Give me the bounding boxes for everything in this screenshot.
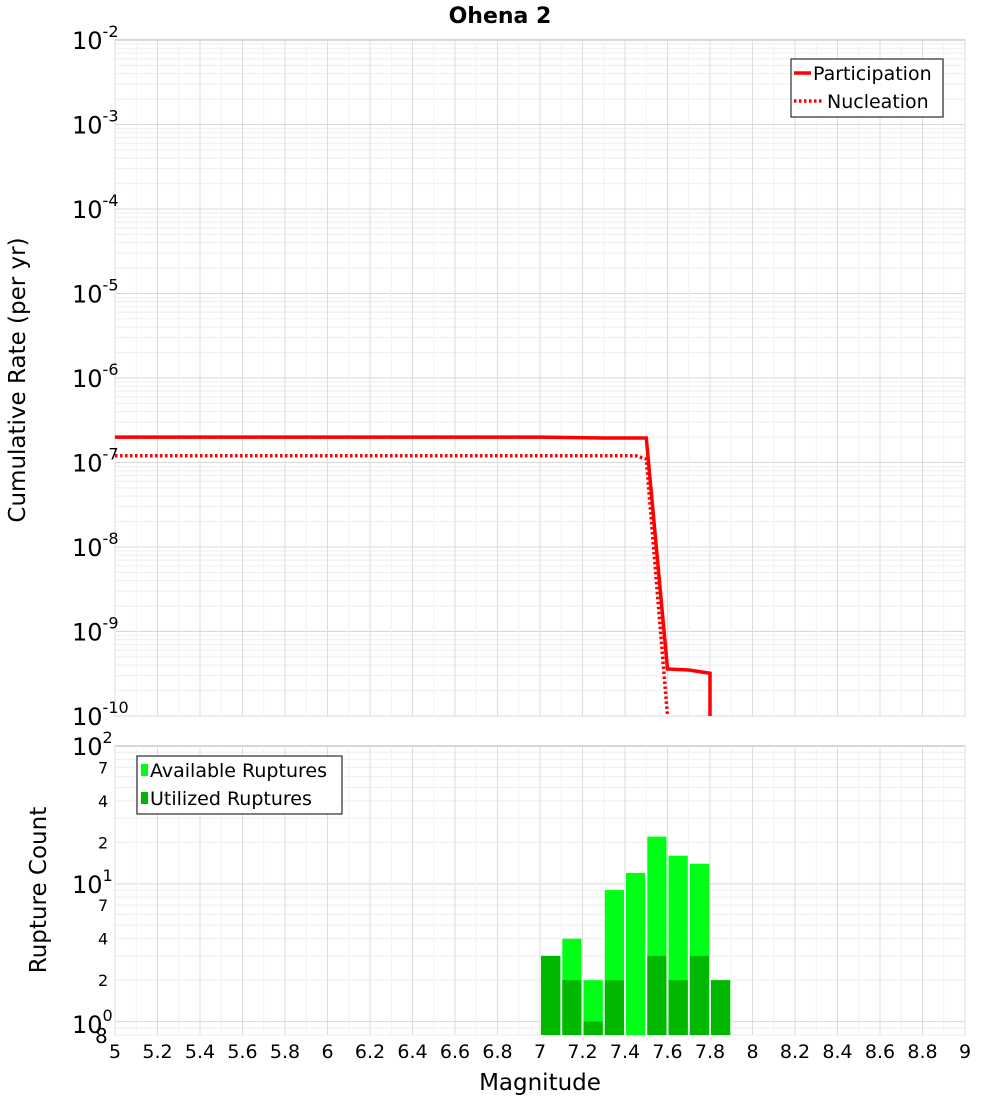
x-tick-label: 6.2: [355, 1041, 385, 1063]
count-y-minor-tick-label: 2: [98, 971, 108, 990]
x-tick-label: 6.6: [440, 1041, 470, 1063]
x-tick-label: 8.4: [822, 1041, 852, 1063]
rate-y-tick-label: 10-3: [72, 107, 119, 140]
count-y-minor-tick-label: 4: [98, 930, 108, 949]
x-tick-label: 5: [109, 1041, 121, 1063]
rate-y-tick-label: 10-7: [72, 445, 119, 478]
count-grid: [114, 746, 966, 1036]
x-tick-label: 5.8: [270, 1041, 300, 1063]
x-tick-label: 8.6: [865, 1041, 895, 1063]
x-tick-labels: 5 5.2 5.4 5.6 5.8 6 6.2 6.4 6.6 6.8 7 7.2 7.4 7.6 7.8 8…: [109, 1041, 971, 1063]
x-tick-label: 7.6: [652, 1041, 682, 1063]
bar-utilized: [689, 955, 710, 1035]
legend-swatch-utilized: [141, 792, 148, 804]
rate-y-axis-label: Cumulative Rate (per yr): [5, 237, 31, 522]
count-y-axis-label: Rupture Count: [26, 807, 52, 973]
x-tick-label: 6.8: [482, 1041, 512, 1063]
rate-y-tick-label: 10-10: [72, 698, 129, 731]
bar-utilized: [711, 980, 731, 1035]
rate-series: [115, 435, 712, 717]
rate-y-tick-label: 10-2: [72, 22, 119, 55]
x-axis-label: Magnitude: [479, 1070, 601, 1096]
bar-utilized: [647, 955, 667, 1035]
count-legend-box: [136, 755, 343, 815]
legend-label-participation: Participation: [813, 63, 932, 85]
rate-y-tick-label: 10-6: [72, 360, 119, 393]
bar-utilized: [668, 980, 688, 1035]
rate-y-tick-label: 10-9: [72, 614, 119, 647]
count-legend: Available Ruptures Utilized Ruptures: [136, 755, 343, 815]
x-tick-label: 5.4: [185, 1041, 215, 1063]
count-y-tick-label: 100: [72, 1006, 113, 1039]
rate-legend: Participation Nucleation: [790, 58, 944, 118]
rate-y-tick-label: 10-5: [72, 276, 119, 309]
count-y-minor-tick-label: 4: [98, 792, 108, 811]
count-y-tick-label: 102: [72, 728, 113, 761]
count-y-minor-tick-label: 7: [98, 758, 108, 777]
bar-available: [626, 872, 646, 1035]
count-y-minor-tick-label: 2: [98, 833, 108, 852]
legend-label-available: Available Ruptures: [150, 760, 327, 782]
x-tick-label: 7: [534, 1041, 546, 1063]
series-line-participation: [115, 435, 712, 716]
legend-swatch-available: [141, 764, 148, 776]
rate-legend-box: [790, 58, 944, 118]
x-tick-label: 8: [746, 1041, 758, 1063]
x-tick-label: 5.2: [142, 1041, 172, 1063]
x-tick-label: 8.2: [780, 1041, 810, 1063]
rate-grid: [114, 40, 966, 717]
x-tick-label: 6: [321, 1041, 333, 1063]
bar-utilized: [541, 955, 561, 1035]
x-tick-label: 6.4: [397, 1041, 427, 1063]
x-tick-label: 5.6: [227, 1041, 257, 1063]
chart-title: Ohena 2: [449, 4, 552, 29]
x-tick-label: 7.8: [695, 1041, 725, 1063]
x-tick-label: 7.2: [567, 1041, 597, 1063]
x-tick-label: 7.4: [610, 1041, 640, 1063]
bar-utilized: [604, 980, 624, 1035]
x-tick-label: 8.8: [907, 1041, 937, 1063]
x-tick-label: 9: [959, 1041, 971, 1063]
count-bars: [541, 836, 731, 1035]
rate-y-tick-labels: 10-2 10-3 10-4 10-5 10-6 10-7 10-8 10-9 10-10: [72, 22, 129, 731]
legend-label-utilized: Utilized Ruptures: [150, 788, 312, 810]
count-y-tick-label: 101: [72, 866, 113, 899]
count-y-minor-tick-label: 7: [98, 896, 108, 915]
rate-y-tick-label: 10-4: [72, 191, 119, 224]
rate-panel: 10-2 10-3 10-4 10-5 10-6 10-7 10-8 10-9 10-10 Oh…: [5, 4, 966, 731]
bar-available: [583, 980, 603, 1035]
count-y-minor-tick-label: 8: [95, 1024, 108, 1048]
bar-utilized: [583, 1021, 603, 1035]
rate-y-tick-label: 10-8: [72, 529, 119, 562]
bar-utilized: [562, 980, 582, 1035]
legend-label-nucleation: Nucleation: [827, 91, 929, 113]
